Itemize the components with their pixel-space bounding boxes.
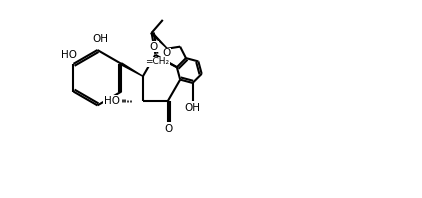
Polygon shape (121, 63, 143, 76)
Text: O: O (162, 48, 170, 58)
Text: HO: HO (104, 96, 120, 106)
Text: OH: OH (184, 103, 200, 113)
Text: O: O (150, 42, 158, 52)
Polygon shape (151, 32, 168, 49)
Text: OH: OH (92, 34, 108, 44)
Text: =CH₂: =CH₂ (145, 57, 169, 66)
Text: O: O (164, 124, 173, 134)
Text: HO: HO (61, 50, 77, 60)
